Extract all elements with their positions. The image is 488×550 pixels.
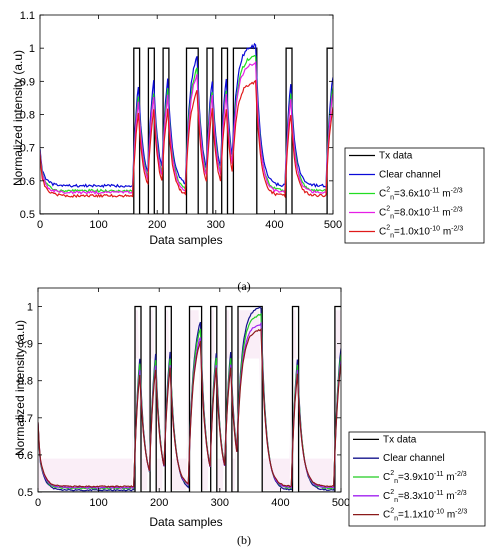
y-tick-label: 0.9 <box>20 76 35 88</box>
series-line-4 <box>38 327 341 488</box>
caption-b: (b) <box>237 533 251 547</box>
x-tick-label: 400 <box>271 497 289 509</box>
x-axis-label-b: Data samples <box>149 515 222 529</box>
legend-entry: C2n=3.9x10-11 m-2/3 <box>383 470 467 485</box>
y-axis-label-a: Normalized intensity (a.u) <box>11 50 25 186</box>
x-tick-label: 300 <box>207 219 225 231</box>
legend-entry: C2n=3.6x10-11 m-2/3 <box>379 187 463 202</box>
legend-entry: C2n=1.0x10-10 m-2/3 <box>379 225 463 240</box>
axes-box <box>37 287 342 493</box>
legend-entry: Tx data <box>383 434 417 445</box>
x-axis-label-a: Data samples <box>149 233 222 247</box>
legend-entry: Clear channel <box>383 453 445 464</box>
x-tick-label: 100 <box>89 219 107 231</box>
y-tick-label: 0.9 <box>18 339 33 351</box>
legend: Tx data Clear channel C2n=3.9x10-11 m-2/3 C… <box>348 431 486 527</box>
y-tick-label: 0.8 <box>20 110 35 122</box>
x-tick-label: 0 <box>35 497 41 509</box>
x-tick-label: 500 <box>324 219 342 231</box>
y-tick-label: 1 <box>29 43 35 55</box>
x-tick-label: 300 <box>211 497 229 509</box>
y-tick-label: 0.5 <box>20 209 35 221</box>
legend-box <box>344 147 485 244</box>
series-line-4 <box>40 79 333 199</box>
legend-entry: C2n=8.0x10-11 m-2/3 <box>379 206 463 221</box>
y-tick-label: 0.7 <box>20 143 35 155</box>
y-axis-label-b: Normalized intensity (a.u) <box>13 320 27 456</box>
x-tick-label: 200 <box>148 219 166 231</box>
y-tick-label: 0.7 <box>18 413 33 425</box>
legend-box <box>348 431 486 527</box>
y-tick-label: 0.6 <box>18 450 33 462</box>
y-tick-label: 0.6 <box>20 176 35 188</box>
plot-area-b: 0 100 200 300 400 500 0.5 0.6 0.7 0.8 0.9 1 Tx data C… <box>18 287 486 527</box>
legend-entry: C2n=8.3x10-11 m-2/3 <box>383 489 467 504</box>
x-tick-label: 400 <box>265 219 283 231</box>
y-tick-label: 0.5 <box>18 487 33 499</box>
panel-b: 0 100 200 300 400 500 0.5 0.6 0.7 0.8 0.9 1 Tx data C… <box>13 287 486 547</box>
legend-entry: Tx data <box>379 151 413 162</box>
y-tick-label: 0.8 <box>18 376 33 388</box>
panel-a: 0 100 200 300 400 500 0.5 0.6 0.7 0.8 0.9 1 1.1 Tx da… <box>11 10 485 293</box>
x-tick-label: 200 <box>150 497 168 509</box>
x-tick-label: 500 <box>332 497 350 509</box>
y-tick-label: 1 <box>27 302 33 314</box>
y-tick-label: 1.1 <box>20 10 35 22</box>
legend-entry: C2n=1.1x10-10 m-2/3 <box>383 508 467 523</box>
legend: Tx data Clear channel C2n=3.6x10-11 m-2/3 C… <box>344 147 485 244</box>
legend-entry: Clear channel <box>379 170 441 181</box>
x-tick-label: 0 <box>37 219 43 231</box>
caption-a: (a) <box>237 279 250 293</box>
plot-area-a: 0 100 200 300 400 500 0.5 0.6 0.7 0.8 0.9 1 1.1 Tx da… <box>20 10 485 244</box>
x-tick-label: 100 <box>89 497 107 509</box>
